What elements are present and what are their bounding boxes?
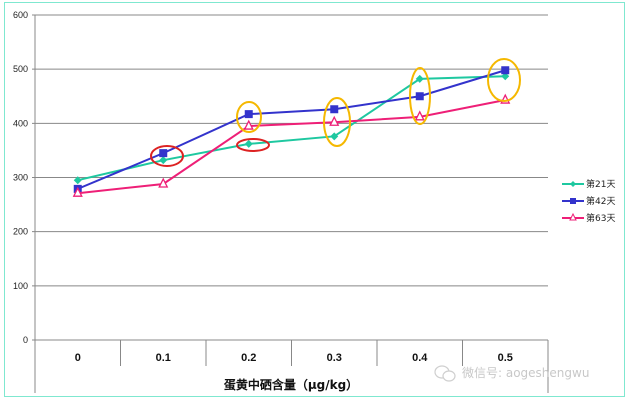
y-tick-label: 500 xyxy=(13,64,28,74)
triangle-marker xyxy=(243,119,254,130)
y-tick-label: 400 xyxy=(13,118,28,128)
diamond-marker xyxy=(244,139,253,148)
square-marker xyxy=(570,198,576,204)
x-tick-label: 0 xyxy=(75,352,81,364)
series-line xyxy=(77,75,506,182)
highlight-ellipse xyxy=(323,97,351,147)
highlight-ellipse xyxy=(150,145,184,167)
diamond-marker xyxy=(73,176,82,185)
square-marker xyxy=(159,149,168,158)
y-tick-label: 200 xyxy=(13,227,28,237)
series-line xyxy=(77,99,506,195)
x-tick-label: 0.3 xyxy=(327,352,342,364)
x-tick-label: 0.4 xyxy=(412,352,428,364)
legend-item: 第63天 xyxy=(562,212,615,224)
x-axis-label: 蛋黄中硒含量（μg/kg） xyxy=(224,377,358,392)
y-tick-label: 600 xyxy=(13,10,28,20)
y-tick-label: 100 xyxy=(13,281,28,291)
diamond-marker xyxy=(159,156,168,165)
highlight-ellipse xyxy=(487,58,521,102)
triangle-marker xyxy=(569,212,577,221)
highlight-ellipse xyxy=(236,138,270,152)
square-marker xyxy=(415,92,424,101)
legend-item: 第21天 xyxy=(562,178,615,190)
triangle-marker xyxy=(414,110,425,121)
y-tick-label: 0 xyxy=(23,335,28,345)
triangle-marker xyxy=(329,115,340,126)
chart-frame xyxy=(4,2,625,397)
legend-label: 第63天 xyxy=(586,212,615,224)
x-tick-label: 0.1 xyxy=(156,352,171,364)
diamond-marker xyxy=(570,181,576,187)
y-axis-ticks: 0 100 200 300 400 500 600 xyxy=(13,10,28,345)
legend-label: 第21天 xyxy=(586,178,615,190)
x-tick-label: 0.2 xyxy=(241,352,256,364)
watermark-text: 微信号: aogeshengwu xyxy=(462,366,589,380)
highlight-ellipse xyxy=(409,67,431,125)
x-tick-label: 0.5 xyxy=(498,352,513,364)
square-marker xyxy=(330,105,339,114)
diamond-marker xyxy=(415,74,424,83)
series-line xyxy=(77,69,506,190)
diamond-marker xyxy=(330,132,339,141)
y-tick-label: 300 xyxy=(13,173,28,183)
square-marker xyxy=(244,110,253,119)
wechat-icon xyxy=(434,365,456,382)
triangle-marker xyxy=(158,177,169,188)
triangle-marker xyxy=(72,186,83,197)
watermark: 微信号: aogeshengwu xyxy=(434,365,589,382)
highlight-ellipse xyxy=(236,101,262,133)
gridlines xyxy=(32,14,548,393)
square-marker xyxy=(501,66,510,75)
series-lines xyxy=(72,66,511,197)
annotations xyxy=(150,58,521,167)
legend-label: 第42天 xyxy=(586,195,615,207)
legend-item: 第42天 xyxy=(562,195,615,207)
x-axis-table: 0 0.1 0.2 0.3 0.4 0.5 xyxy=(75,340,549,393)
